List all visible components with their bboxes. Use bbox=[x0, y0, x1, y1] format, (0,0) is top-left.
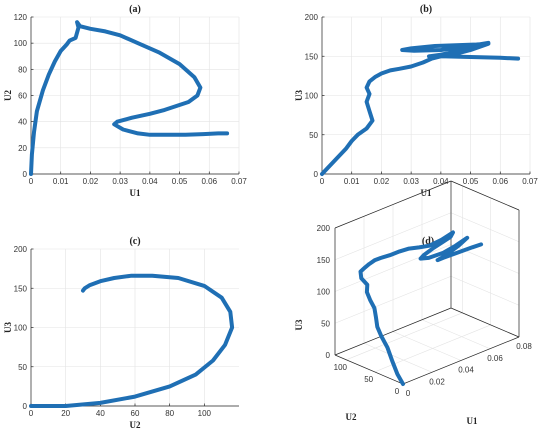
x-tick-label: 0 bbox=[406, 389, 411, 398]
series-line bbox=[29, 273, 235, 408]
y-tick-label: 200 bbox=[14, 245, 28, 254]
panel-title: (d) bbox=[422, 236, 434, 247]
x-tick-label: 80 bbox=[165, 409, 174, 418]
y-tick-label: 100 bbox=[14, 324, 28, 333]
wall-gridline bbox=[450, 212, 520, 243]
x-tick-label: 0.05 bbox=[172, 177, 188, 186]
x-tick-label: 0 bbox=[320, 177, 325, 186]
y-tick-label: 120 bbox=[14, 13, 28, 22]
series-line bbox=[29, 20, 230, 176]
wall-gridline bbox=[450, 275, 520, 306]
x-tick-label: 0.07 bbox=[231, 177, 247, 186]
series-line bbox=[358, 230, 484, 386]
wall-gridline bbox=[334, 275, 452, 324]
x-axis-label: U1 bbox=[421, 188, 432, 198]
y-axis-label: U3 bbox=[294, 90, 304, 101]
wall-gridline bbox=[334, 212, 452, 261]
x-tick-label: 0.04 bbox=[142, 177, 158, 186]
box-edge bbox=[450, 180, 520, 211]
y-tick-label: 100 bbox=[334, 363, 348, 372]
y-tick-label: 0 bbox=[23, 170, 28, 179]
y-tick-label: 80 bbox=[18, 65, 27, 74]
panel-d: 00.020.040.060.08050100050100150200U1U2U… bbox=[294, 180, 532, 426]
x-tick-label: 0.01 bbox=[344, 177, 360, 186]
z-tick-label: 0 bbox=[326, 351, 331, 360]
box-edge bbox=[334, 180, 452, 229]
z-tick-label: 100 bbox=[317, 288, 331, 297]
z-tick-label: 50 bbox=[321, 319, 330, 328]
panel-b: 0 0.01 0.02 0.03 0.04 0.05 0.06 0.07 0 50 100 150 20… bbox=[294, 4, 538, 198]
y-tick-label: 0 bbox=[23, 402, 28, 411]
x-tick-label: 0.03 bbox=[403, 177, 419, 186]
panel-a: 0 0.01 0.02 0.03 0.04 0.05 0.06 0.07 0 20 40 60 80 10… bbox=[3, 4, 247, 198]
y-tick-label: 40 bbox=[18, 118, 27, 127]
x-tick-label: 40 bbox=[96, 409, 105, 418]
floor-gridline bbox=[392, 331, 462, 361]
x-tick-label: 0.05 bbox=[463, 177, 479, 186]
floor-gridline bbox=[421, 319, 491, 350]
y-tick-label: 200 bbox=[305, 13, 319, 22]
y-tick-label: 20 bbox=[18, 144, 27, 153]
wall-gridline bbox=[450, 244, 520, 274]
panel-title: (b) bbox=[420, 4, 432, 15]
x-tick-label: 100 bbox=[198, 409, 212, 418]
y-tick-label: 0 bbox=[314, 170, 319, 179]
floor-gridline bbox=[346, 312, 463, 361]
x-tick-label: 0.01 bbox=[53, 177, 69, 186]
x-tick-label: 0.04 bbox=[433, 177, 449, 186]
y-tick-label: 50 bbox=[364, 375, 373, 384]
x-tick-label: 20 bbox=[61, 409, 70, 418]
x-axis-label: U1 bbox=[130, 188, 141, 198]
y-tick-label: 0 bbox=[395, 387, 400, 396]
x-tick-label: 0.08 bbox=[516, 342, 532, 351]
y-tick-label: 100 bbox=[14, 39, 28, 48]
x-tick-label: 0 bbox=[29, 409, 34, 418]
x-tick-label: 0.06 bbox=[492, 177, 508, 186]
panel-title: (c) bbox=[129, 236, 140, 247]
x-tick-label: 0.02 bbox=[374, 177, 390, 186]
floor-gridline bbox=[363, 342, 433, 373]
x-tick-label: 0.02 bbox=[429, 377, 445, 386]
x-tick-label: 0.02 bbox=[83, 177, 99, 186]
x-tick-label: 60 bbox=[131, 409, 140, 418]
y-tick-label: 100 bbox=[305, 92, 319, 101]
z-tick-label: 200 bbox=[317, 224, 331, 233]
x-tick-label: 0.03 bbox=[112, 177, 128, 186]
wall-gridline bbox=[334, 244, 452, 292]
y-tick-label: 60 bbox=[18, 92, 27, 101]
x-tick-label: 0 bbox=[29, 177, 34, 186]
u2-axis-label: U2 bbox=[346, 412, 357, 422]
series-line bbox=[320, 40, 521, 176]
x-tick-label: 0.07 bbox=[522, 177, 538, 186]
y-tick-label: 50 bbox=[18, 363, 27, 372]
z-tick-label: 150 bbox=[317, 256, 331, 265]
y-axis-label: U3 bbox=[3, 322, 13, 333]
x-axis-label: U2 bbox=[130, 420, 141, 430]
x-axis-label: U1 bbox=[467, 416, 478, 426]
y-axis-label: U2 bbox=[3, 90, 13, 101]
panel-title: (a) bbox=[129, 4, 141, 15]
x-tick-label: 0.06 bbox=[201, 177, 217, 186]
x-axis-line bbox=[402, 336, 520, 385]
z-axis-label: U3 bbox=[294, 319, 304, 330]
y-tick-label: 150 bbox=[305, 52, 319, 61]
y-axis-line bbox=[334, 354, 404, 385]
panel-c: 0 20 40 60 80 100 0 50 100 150 200 (c) U2 U3 bbox=[3, 236, 239, 430]
y-tick-label: 50 bbox=[309, 131, 318, 140]
box-edge bbox=[334, 307, 452, 356]
y-tick-label: 150 bbox=[14, 284, 28, 293]
x-tick-label: 0.06 bbox=[487, 354, 503, 363]
box-edge bbox=[450, 307, 520, 338]
x-tick-label: 0.04 bbox=[458, 366, 474, 375]
